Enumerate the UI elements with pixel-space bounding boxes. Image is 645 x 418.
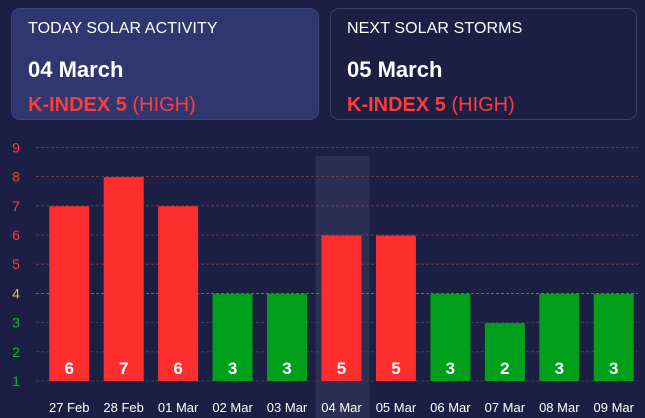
bar bbox=[593, 293, 634, 381]
y-tick-label: 6 bbox=[12, 227, 20, 243]
bar bbox=[212, 293, 253, 381]
bar bbox=[103, 177, 144, 381]
today-label: TODAY SOLAR ACTIVITY bbox=[28, 20, 218, 37]
y-tick-label: 3 bbox=[12, 315, 20, 331]
x-tick-label: 05 Mar bbox=[376, 400, 417, 415]
today-kindex-value: K-INDEX 5 bbox=[28, 94, 127, 116]
bar-value-label: 3 bbox=[282, 359, 291, 378]
bar-value-label: 6 bbox=[64, 359, 73, 378]
bar bbox=[430, 293, 471, 381]
next-storms-card: NEXT SOLAR STORMS 05 March K-INDEX 5 (HI… bbox=[330, 8, 637, 120]
bar bbox=[484, 323, 525, 381]
today-kindex: K-INDEX 5 (HIGH) bbox=[28, 93, 302, 117]
bar-value-label: 6 bbox=[173, 359, 182, 378]
next-label: NEXT SOLAR STORMS bbox=[347, 20, 523, 37]
bar-value-label: 5 bbox=[391, 359, 400, 378]
bar-value-label: 7 bbox=[119, 359, 128, 378]
today-solar-card: TODAY SOLAR ACTIVITY 04 March K-INDEX 5 … bbox=[11, 8, 319, 120]
x-tick-label: 06 Mar bbox=[430, 400, 471, 415]
y-tick-label: 4 bbox=[12, 285, 20, 301]
next-kindex: K-INDEX 5 (HIGH) bbox=[347, 93, 620, 117]
today-kindex-level: (HIGH) bbox=[132, 94, 196, 116]
bar-value-label: 5 bbox=[337, 359, 346, 378]
bar bbox=[158, 206, 199, 381]
bar bbox=[375, 235, 416, 381]
x-tick-label: 27 Feb bbox=[49, 400, 89, 415]
y-tick-label: 8 bbox=[12, 169, 20, 185]
x-tick-label: 28 Feb bbox=[103, 400, 143, 415]
next-kindex-value: K-INDEX 5 bbox=[347, 94, 446, 116]
bar-value-label: 3 bbox=[228, 359, 237, 378]
x-tick-label: 02 Mar bbox=[212, 400, 253, 415]
x-tick-label: 07 Mar bbox=[485, 400, 526, 415]
today-date: 04 March bbox=[28, 57, 124, 82]
y-tick-label: 7 bbox=[12, 198, 20, 214]
next-date: 05 March bbox=[347, 57, 443, 82]
y-tick-label: 1 bbox=[12, 373, 20, 389]
bar-value-label: 3 bbox=[609, 359, 618, 378]
x-tick-label: 01 Mar bbox=[158, 400, 199, 415]
x-tick-label: 03 Mar bbox=[267, 400, 308, 415]
bar-value-label: 3 bbox=[446, 359, 455, 378]
bar-value-label: 2 bbox=[500, 359, 509, 378]
bar bbox=[267, 293, 308, 381]
y-tick-label: 5 bbox=[12, 256, 20, 272]
bar bbox=[49, 206, 90, 381]
next-kindex-level: (HIGH) bbox=[451, 94, 515, 116]
bar-value-label: 3 bbox=[555, 359, 564, 378]
bar bbox=[539, 293, 580, 381]
x-tick-label: 08 Mar bbox=[539, 400, 580, 415]
x-tick-label: 09 Mar bbox=[594, 400, 635, 415]
y-tick-label: 2 bbox=[12, 344, 20, 360]
y-tick-label: 9 bbox=[12, 139, 20, 155]
x-tick-label: 04 Mar bbox=[321, 400, 362, 415]
bar bbox=[321, 235, 362, 381]
